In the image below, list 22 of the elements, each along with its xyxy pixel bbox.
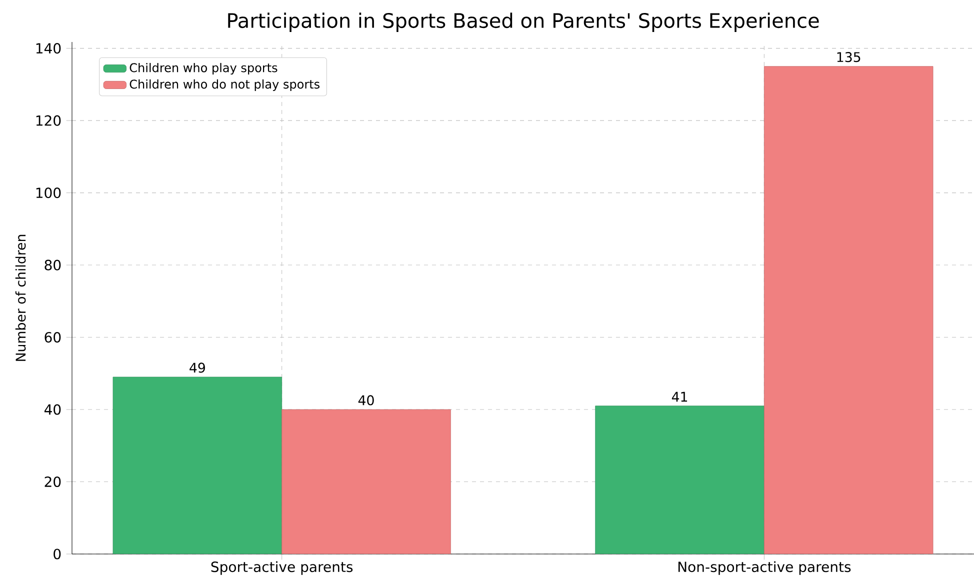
y-tick-label: 0	[54, 548, 61, 560]
y-tick-label: 100	[36, 188, 61, 198]
data-label: 49	[190, 362, 205, 373]
data-label: 40	[358, 395, 374, 406]
bar	[112, 376, 282, 554]
y-tick-label: 40	[44, 404, 61, 415]
data-label: 41	[672, 392, 688, 402]
y-tick-label: 20	[44, 476, 61, 488]
bar	[764, 66, 934, 554]
bar	[282, 409, 451, 554]
legend-label: Children who do not play sports	[130, 79, 320, 92]
bar	[595, 406, 764, 554]
legend-label: Children who play sports	[130, 62, 278, 75]
y-tick-label: 60	[44, 332, 61, 343]
y-tick-label: 80	[44, 260, 61, 270]
y-tick-label: 120	[36, 115, 61, 126]
x-tick-label: Sport-active parents	[211, 561, 353, 575]
chart-title: Participation in Sports Based on Parents' Sports Experience	[228, 12, 819, 32]
y-tick-label: 140	[36, 43, 61, 54]
y-axis-title: Number of children	[15, 234, 26, 361]
x-tick-label: Non-sport-active parents	[678, 561, 851, 575]
data-label: 135	[837, 52, 860, 62]
